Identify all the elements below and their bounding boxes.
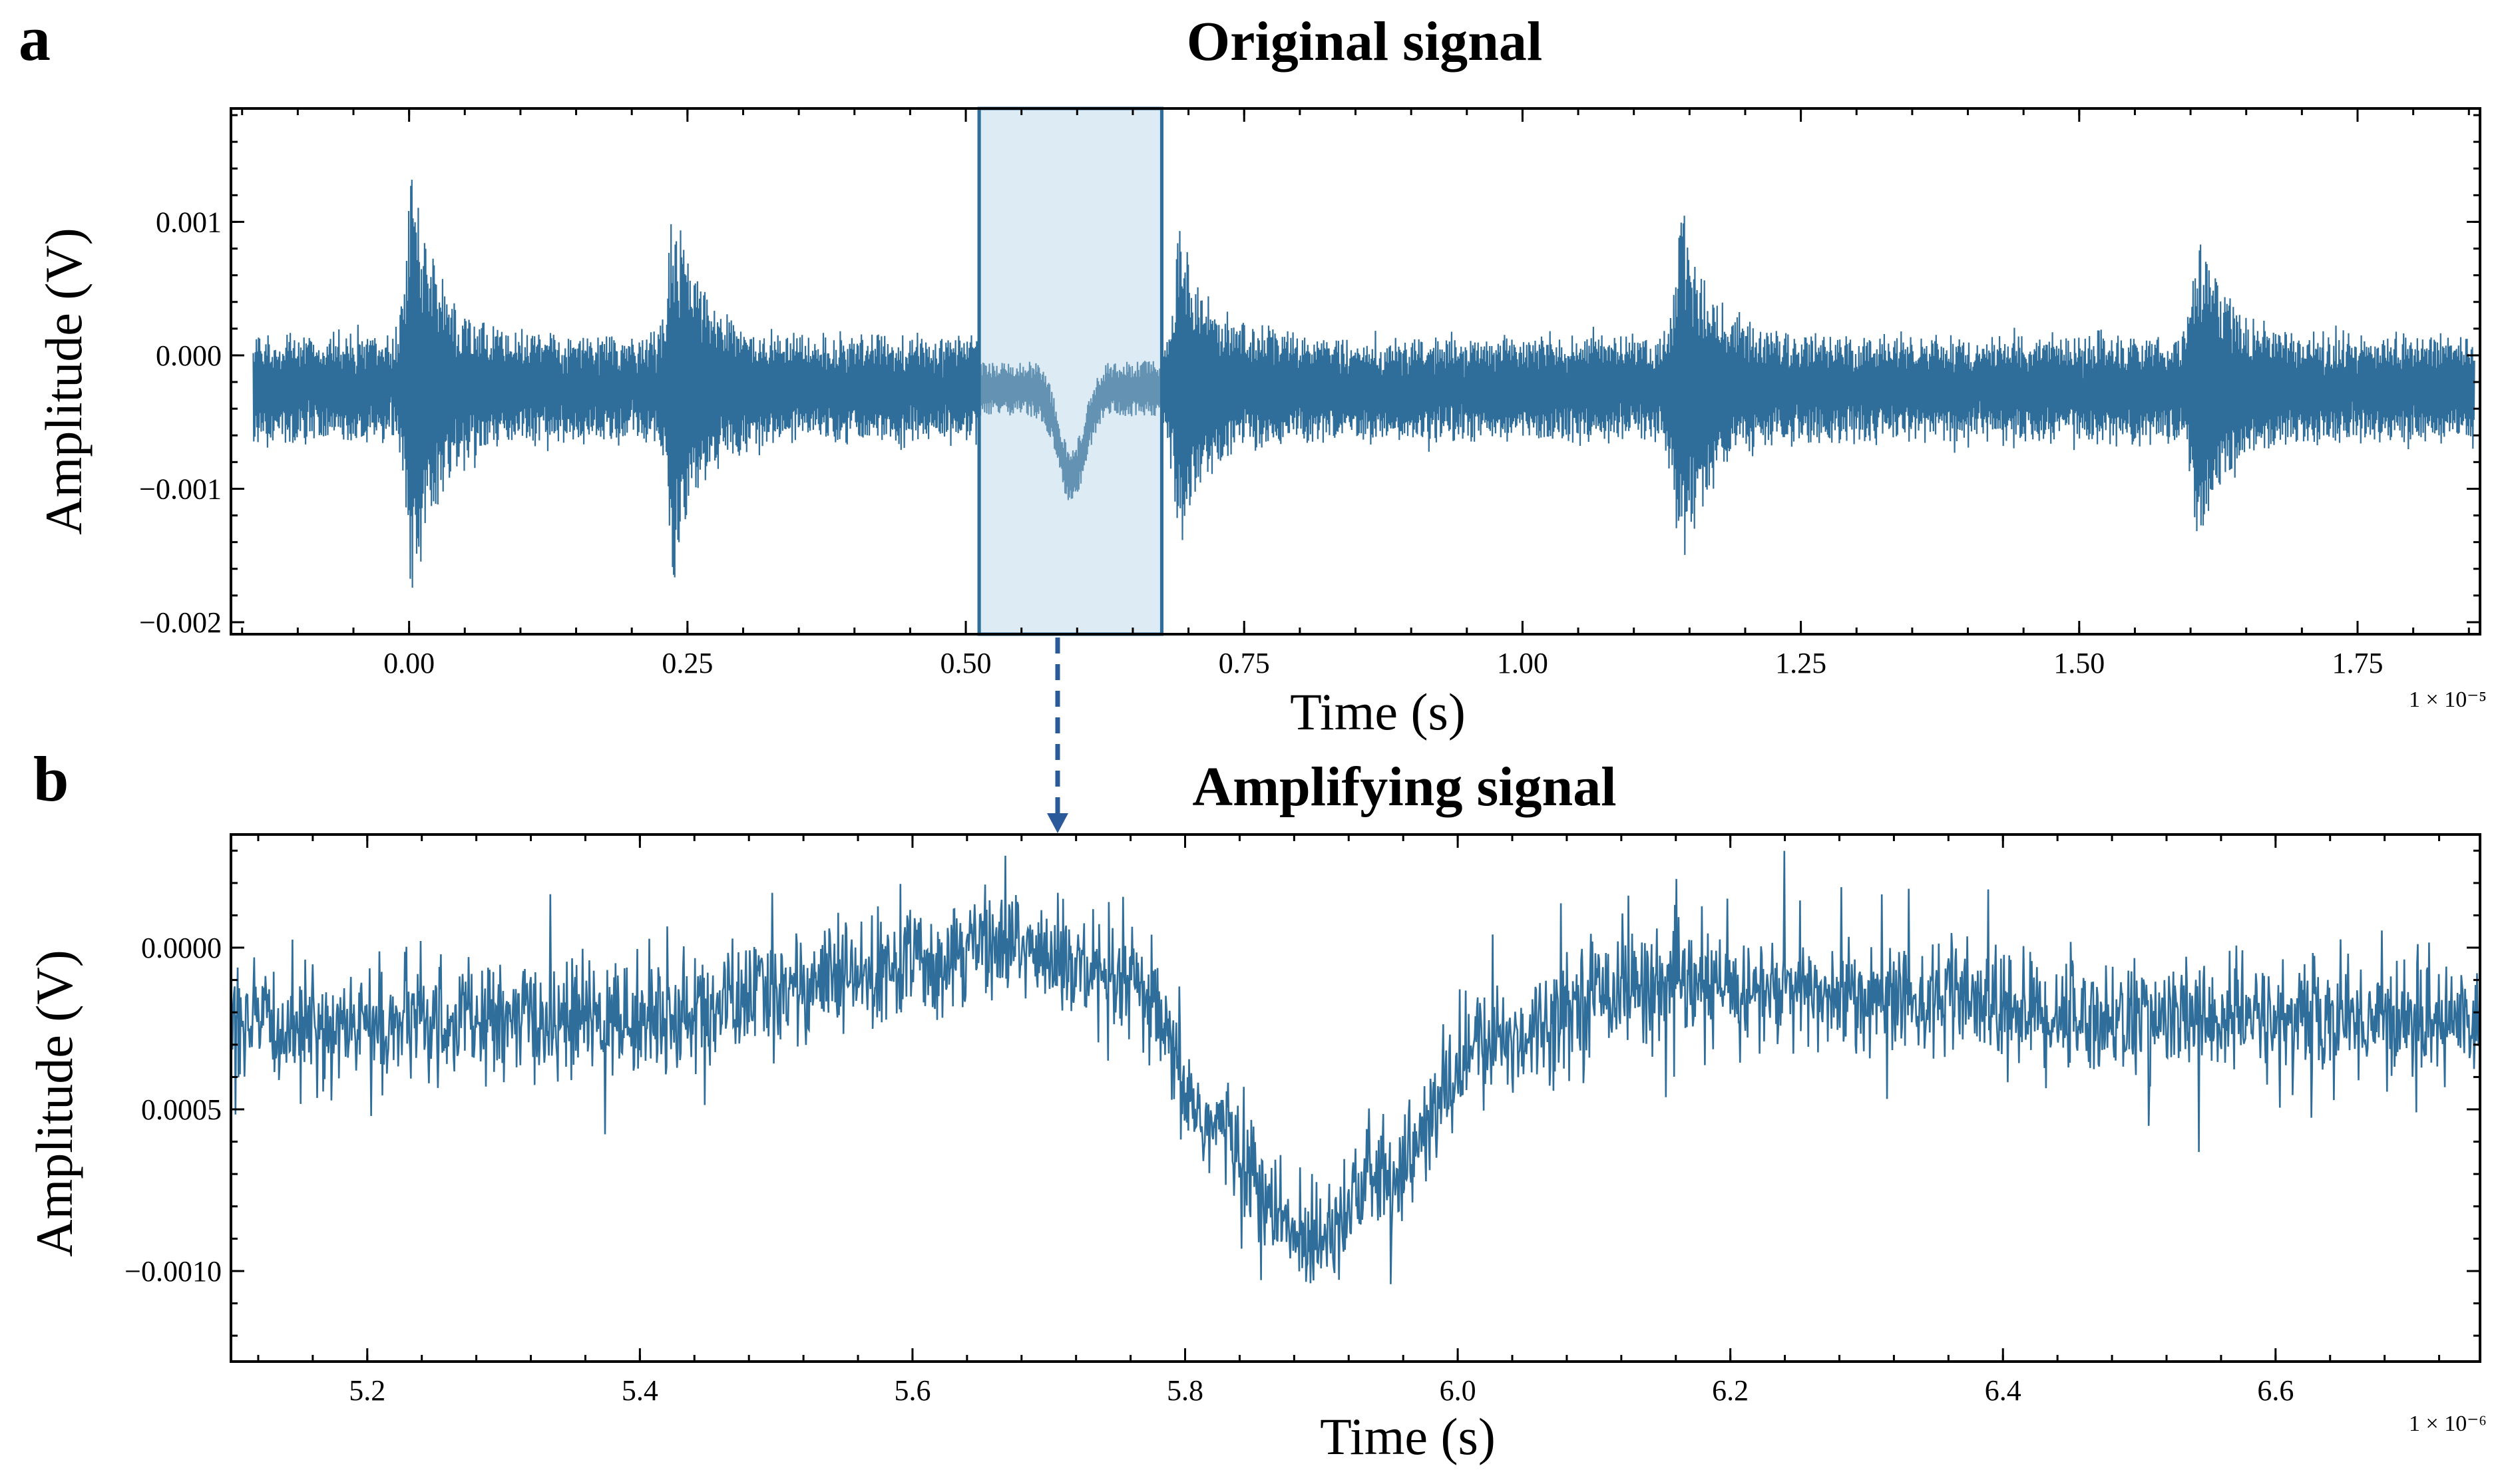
x-tick-label: 6.4 xyxy=(1985,1374,2021,1407)
y-tick-label: 0.001 xyxy=(156,206,222,238)
highlight-region xyxy=(977,106,1163,636)
y-tick-label: 0.0000 xyxy=(141,932,222,964)
y-tick-label: 0.000 xyxy=(156,339,222,372)
panel-b-letter: b xyxy=(33,743,69,815)
zoom-arrow-head xyxy=(1047,813,1068,833)
x-tick-label: 5.6 xyxy=(894,1374,931,1407)
panel-a-title: Original signal xyxy=(1187,11,1542,73)
x-tick-label: 5.2 xyxy=(349,1374,385,1407)
y-tick-label: 0.0005 xyxy=(141,1093,222,1126)
x-tick-label: 1.25 xyxy=(1775,647,1826,679)
panel-b-ylabel: Amplitude (V) xyxy=(25,950,83,1256)
panel-b-x-offset: 1 × 10⁻⁶ xyxy=(2409,1411,2487,1436)
panel-b-title: Amplifying signal xyxy=(1192,756,1616,818)
panel-a-ylabel: Amplitude (V) xyxy=(35,228,93,534)
panel-a-letter: a xyxy=(19,3,51,74)
x-tick-label: 6.6 xyxy=(2257,1374,2294,1407)
x-tick-label: 0.25 xyxy=(662,647,713,679)
zoom-arrow xyxy=(1047,638,1068,833)
y-tick-label: −0.001 xyxy=(139,472,222,505)
x-tick-label: 1.75 xyxy=(2332,647,2383,679)
x-tick-label: 0.50 xyxy=(940,647,992,679)
x-tick-label: 1.50 xyxy=(2053,647,2105,679)
x-tick-label: 1.00 xyxy=(1497,647,1548,679)
amplified-signal-line xyxy=(231,850,2480,1284)
panel-b-plot-area xyxy=(231,850,2480,1284)
x-tick-label: 0.00 xyxy=(383,647,435,679)
y-tick-label: −0.0010 xyxy=(124,1255,222,1288)
y-tick-label: −0.002 xyxy=(139,606,222,639)
panel-b-frame xyxy=(230,833,2481,1363)
signal-line xyxy=(252,180,2475,588)
x-tick-label: 6.2 xyxy=(1712,1374,1749,1407)
panel-b: b Amplifying signal 5.2 5.4 5.6 5.8 6.0 6.2 6.… xyxy=(25,743,2487,1465)
panel-b-ticks: 5.2 5.4 5.6 5.8 6.0 6.2 6.4 6.6 0.0000 0.0005 −0.0… xyxy=(124,835,2480,1407)
x-tick-label: 0.75 xyxy=(1219,647,1270,679)
x-tick-label: 5.4 xyxy=(622,1374,658,1407)
panel-a: a Original signal 0.00 0.25 0.50 0.75 1.00 1.… xyxy=(19,3,2487,741)
panel-b-xlabel: Time (s) xyxy=(1320,1407,1496,1465)
panel-a-ticks: 0.00 0.25 0.50 0.75 1.00 1.25 1.50 1.75 0.001 0.0… xyxy=(139,108,2480,679)
panel-a-plot-area xyxy=(252,106,2475,636)
x-tick-label: 5.8 xyxy=(1167,1374,1203,1407)
highlight-overlay xyxy=(977,106,1163,636)
panel-a-xlabel: Time (s) xyxy=(1290,683,1466,741)
x-tick-label: 6.0 xyxy=(1440,1374,1476,1407)
panel-a-x-offset: 1 × 10⁻⁵ xyxy=(2409,687,2487,712)
